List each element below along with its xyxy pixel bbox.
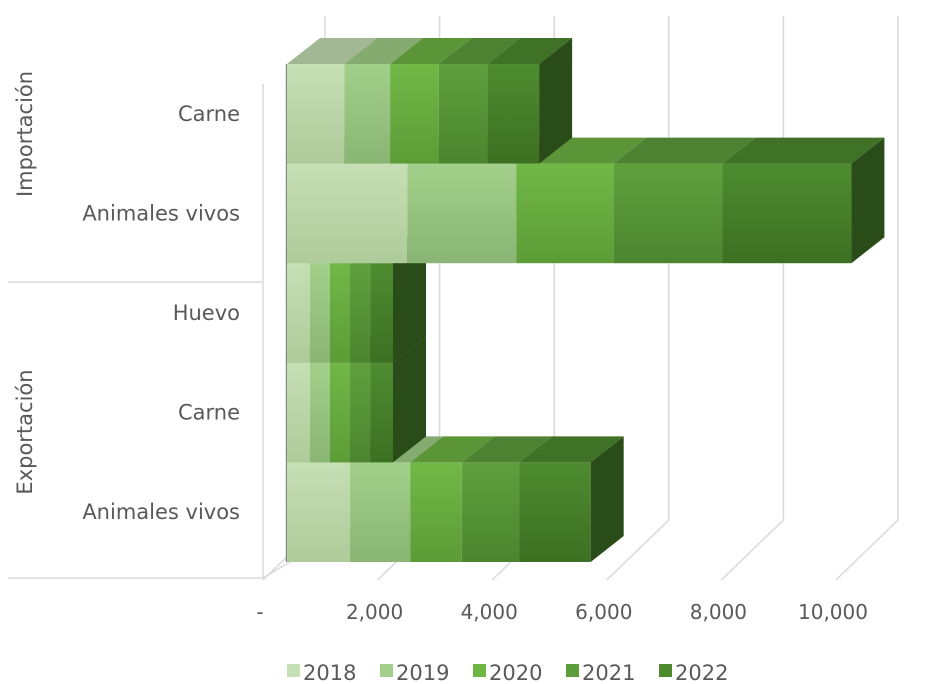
bar-2018 [287,362,310,463]
bar-2021 [613,163,723,264]
bars [287,38,885,562]
category-label: Carne [178,401,240,425]
category-label: Animales vivos [82,201,240,225]
gridline [720,16,785,581]
legend-swatch [287,664,300,677]
bar-2018 [287,163,408,264]
x-tick-label: 6,000 [575,600,632,624]
bar-2018 [287,64,345,164]
bar-2019 [344,64,391,164]
category-label: Animales vivos [82,500,240,524]
legend-label: 2019 [396,661,449,684]
legend-swatch [473,664,486,677]
bar-side [851,137,885,264]
labels: Importación Exportación Animales vivos Carn… [13,71,868,624]
bar-2020 [390,64,439,164]
x-tick-label: 8,000 [690,600,747,624]
bar-2021 [461,462,520,562]
bar-2018 [287,263,310,363]
bar-2022 [370,263,394,363]
bar-2019 [350,462,411,562]
bar-top-2021 [438,38,521,64]
bar-top-2018 [287,38,378,64]
bar-2019 [407,163,517,264]
legend-swatch [566,664,579,677]
bar-side [393,336,427,463]
legend-swatch [659,664,672,677]
legend-label: 2020 [489,661,542,684]
bar-side [539,38,573,164]
category-label: Huevo [173,301,240,325]
bar-2020 [329,263,351,363]
group-label: Importación [13,71,37,197]
category-label: Carne [178,102,240,126]
bar-top-2020 [410,436,495,463]
bar-2018 [287,462,351,562]
bar-side [393,237,427,363]
bar-2022 [519,462,591,562]
bar-2020 [410,462,462,562]
bar-top-2022 [487,38,573,64]
bar-2020 [329,362,351,463]
bar-group [287,436,624,562]
bar-2020 [516,163,614,264]
bar-2019 [309,263,330,363]
legend: 2018 2019 2020 2021 2022 [287,661,728,684]
bar-2021 [438,64,488,164]
x-tick-label: 2,000 [346,600,403,624]
bar-top-2022 [519,436,624,463]
bar-top-2020 [390,38,472,64]
bar-2021 [350,263,371,363]
x-tick-label: 4,000 [461,600,518,624]
group-label: Exportación [13,369,37,494]
axis-wall [262,84,294,580]
bar-2019 [309,362,330,463]
legend-label: 2018 [303,661,356,684]
x-tick-label: 10,000 [798,600,868,624]
bar-top-2019 [344,38,424,64]
legend-swatch [380,664,393,677]
bar-2021 [350,362,371,463]
legend-label: 2022 [675,661,728,684]
x-tick-label: - [256,600,263,624]
bar-side [590,436,624,562]
legend-label: 2021 [582,661,635,684]
bar-top-2022 [722,137,885,164]
bar-2022 [722,163,852,264]
bar-top-2021 [461,436,553,463]
bar-2022 [487,64,540,164]
bar-2022 [370,362,394,463]
bar-top-2021 [613,137,756,164]
gridline [835,16,899,581]
bar-group [287,38,573,164]
